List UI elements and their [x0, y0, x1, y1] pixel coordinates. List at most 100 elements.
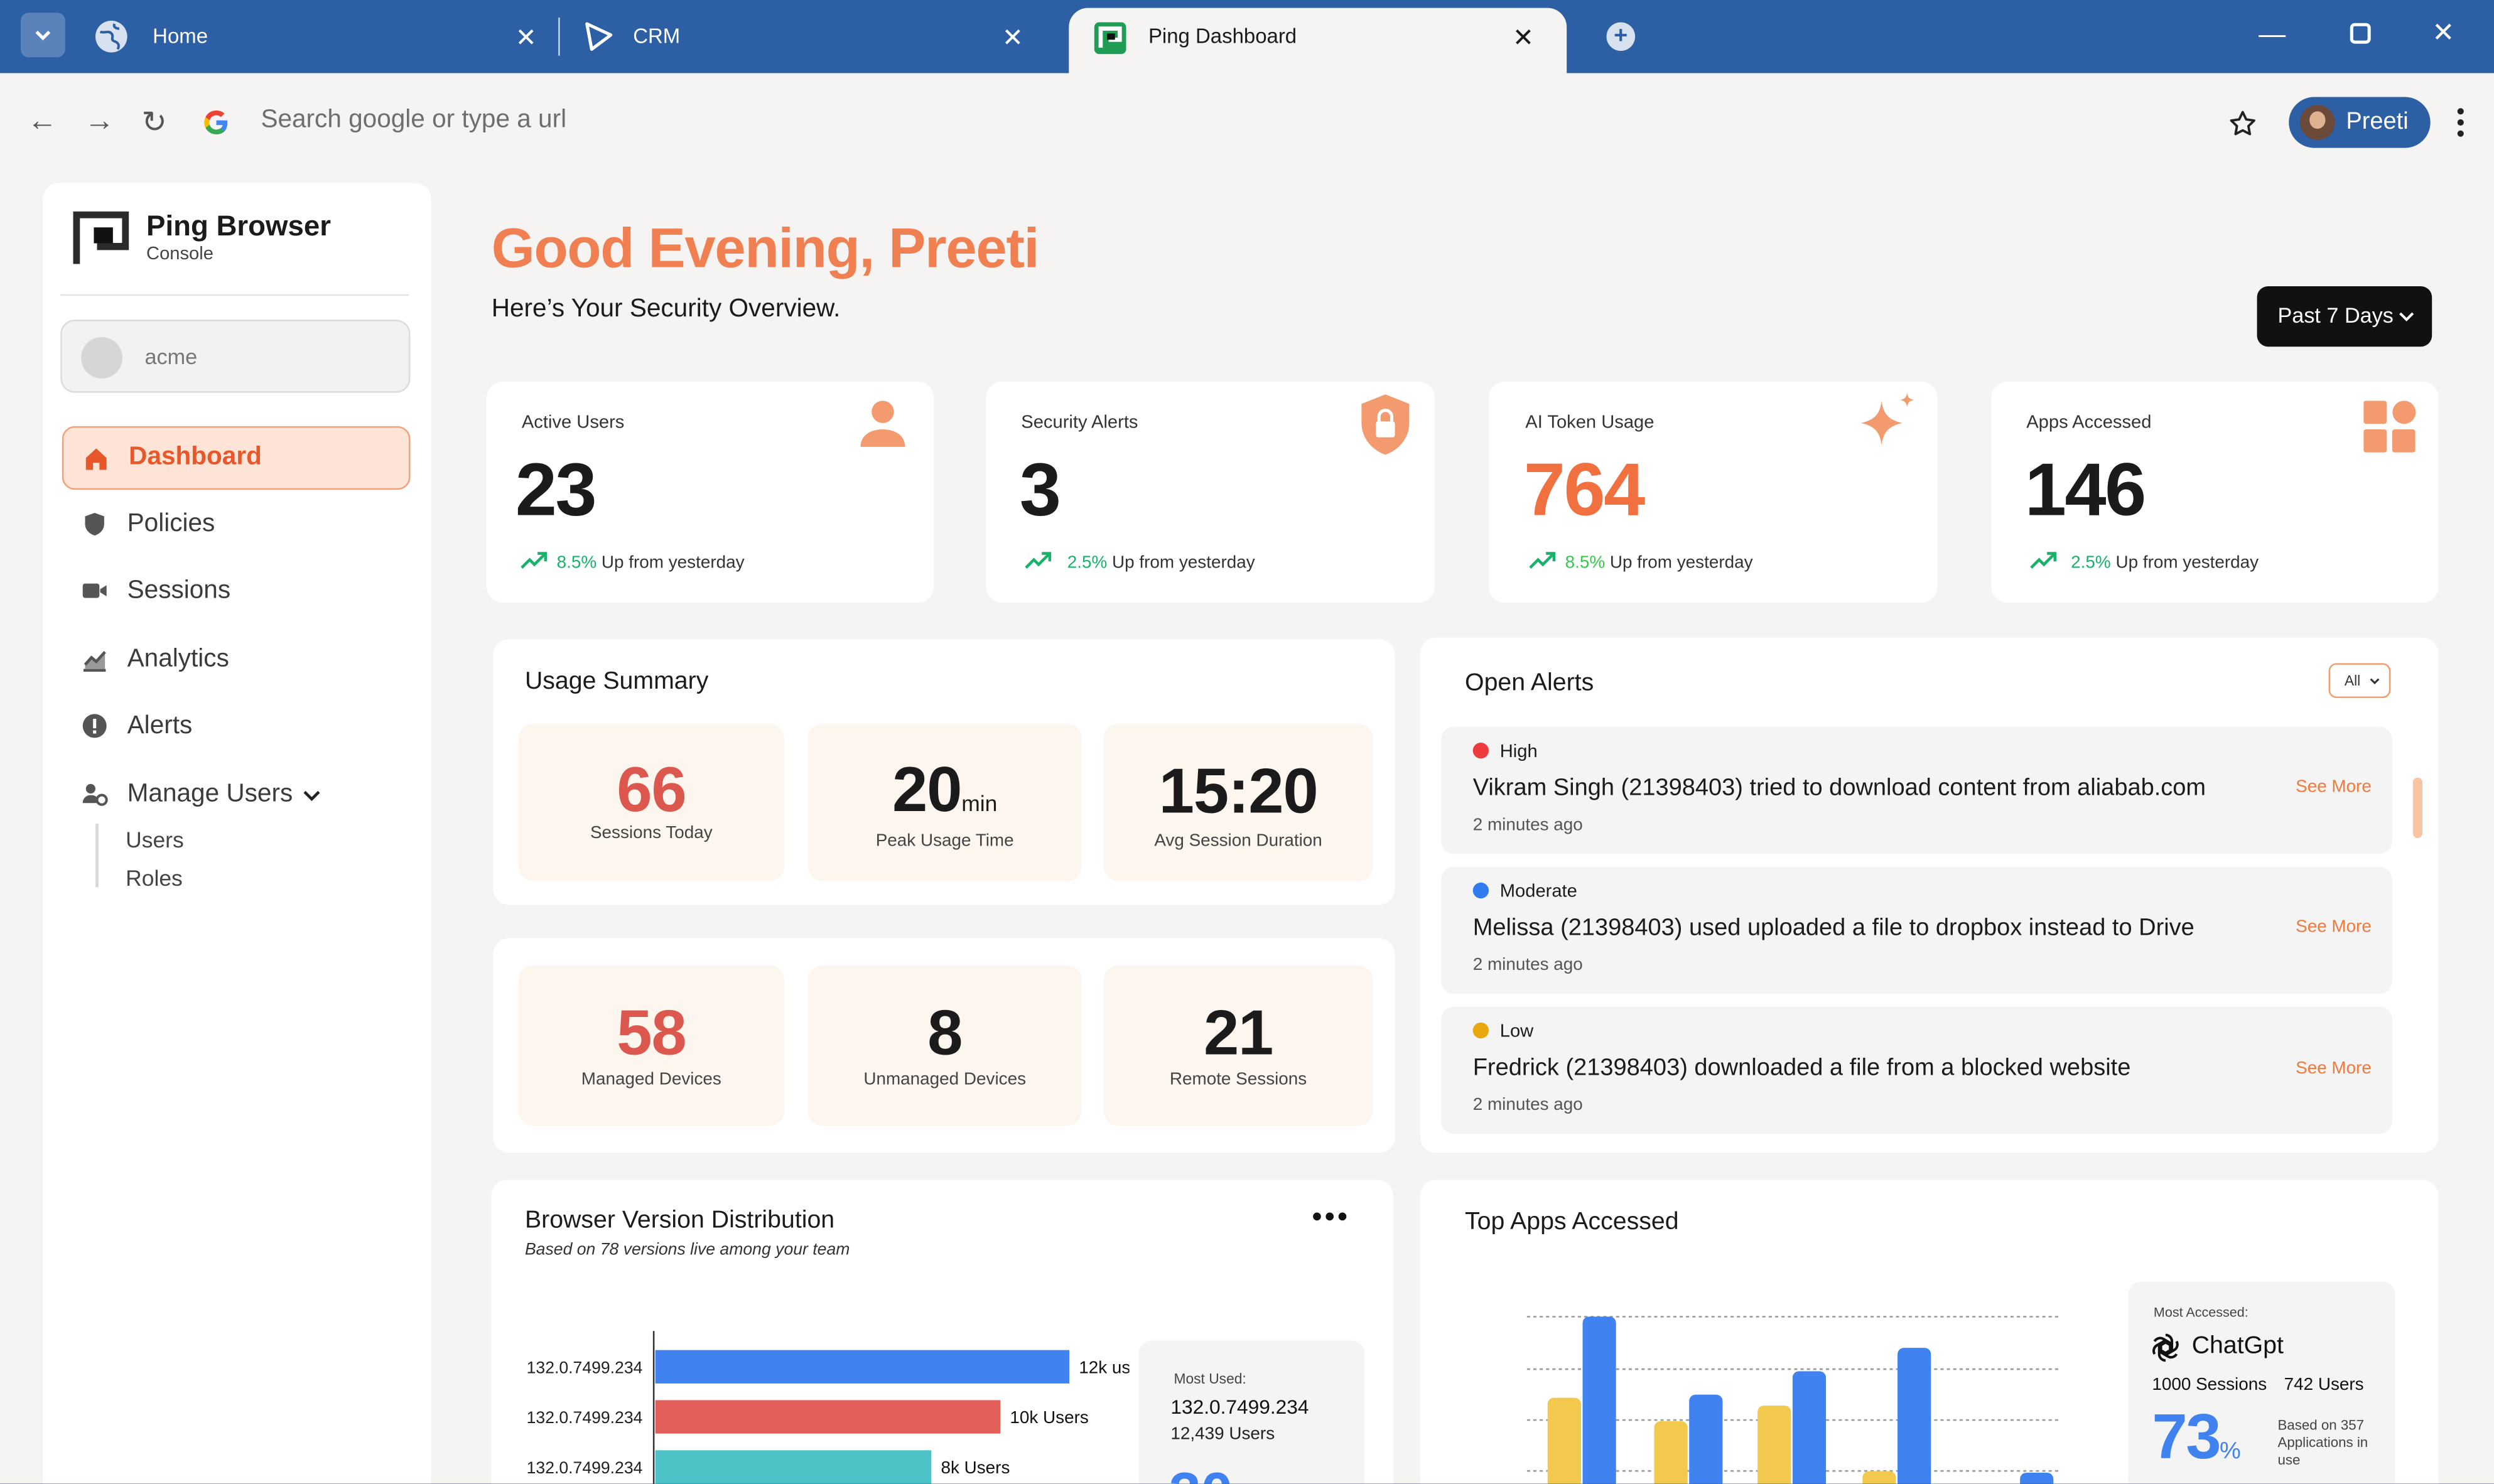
sidebar-item-analytics[interactable]: Analytics: [62, 628, 411, 692]
tab-title: Ping Dashboard: [1148, 23, 1297, 48]
tab-crm[interactable]: CRM ✕: [573, 8, 1050, 73]
new-tab-button[interactable]: +: [1606, 22, 1636, 51]
chart-icon: [83, 651, 106, 672]
sidebar-item-sessions[interactable]: Sessions: [62, 560, 411, 623]
tile-avg-session: 15:20 Avg Session Duration: [1104, 723, 1373, 881]
brand-name: Ping Browser: [146, 210, 331, 242]
alerts-scrollbar[interactable]: [2412, 777, 2423, 838]
tile-unmanaged-devices: 8 Unmanaged Devices: [807, 965, 1082, 1126]
divider: [60, 294, 409, 296]
tab-home[interactable]: Home ✕: [80, 8, 557, 73]
severity-text: Low: [1499, 1022, 1534, 1042]
kpi-trend-text: Up from yesterday: [2115, 553, 2259, 573]
sidebar-item-label: Alerts: [127, 712, 193, 739]
alert-time: 2 minutes ago: [1472, 815, 1583, 835]
most-used-label: Most Used:: [1174, 1370, 1246, 1387]
close-tab-icon[interactable]: ✕: [515, 25, 537, 53]
sidebar-item-alerts[interactable]: Alerts: [62, 695, 411, 758]
app-note: Based on 357 Applications in use: [2277, 1417, 2368, 1468]
org-switcher[interactable]: acme: [60, 320, 411, 393]
panel-title: Browser Version Distribution: [524, 1207, 835, 1234]
sidebar-subitem-roles[interactable]: Roles: [126, 865, 183, 891]
kpi-trend-pct: 8.5%: [556, 553, 597, 573]
bar: [1897, 1348, 1931, 1484]
severity-label: High: [1472, 742, 1538, 762]
bar: [1547, 1397, 1581, 1484]
severity-dot: [1472, 742, 1489, 759]
more-horizontal-icon[interactable]: [1312, 1212, 1347, 1221]
see-more-link[interactable]: See More: [2296, 777, 2372, 797]
bar: [1792, 1371, 1827, 1484]
sidebar-item-manage-users[interactable]: Manage Users: [62, 763, 411, 827]
alerts-filter-dropdown[interactable]: All: [2328, 663, 2391, 699]
alert-time: 2 minutes ago: [1472, 955, 1583, 975]
org-avatar: [81, 337, 123, 379]
tile-value: 8: [927, 998, 963, 1069]
data-label: 12k users: [1079, 1357, 1129, 1377]
alert-time: 2 minutes ago: [1472, 1095, 1583, 1115]
alert-message: Melissa (21398403) used uploaded a file …: [1472, 914, 2194, 942]
tile-value: 15:20: [1158, 756, 1319, 827]
pct-value: 73: [2152, 1402, 2221, 1473]
close-window-icon[interactable]: ✕: [2432, 17, 2455, 48]
chevron-down-icon: [2370, 678, 2380, 685]
tile-value: 58: [617, 998, 686, 1069]
sidebar-subitem-users[interactable]: Users: [126, 827, 184, 852]
close-tab-icon[interactable]: ✕: [1001, 25, 1023, 53]
see-more-link[interactable]: See More: [2296, 917, 2372, 937]
app-percentage: 73%: [2152, 1402, 2240, 1474]
severity-text: Moderate: [1499, 882, 1577, 902]
chatgpt-icon: [2152, 1333, 2179, 1362]
tile-value: 66: [617, 755, 686, 825]
tile-label: Avg Session Duration: [1154, 831, 1322, 851]
period-dropdown[interactable]: Past 7 Days: [2257, 286, 2432, 347]
panel-title: Usage Summary: [524, 667, 709, 695]
most-accessed-label: Most Accessed:: [2153, 1304, 2248, 1320]
reload-icon[interactable]: ↻: [141, 106, 167, 140]
url-input[interactable]: Search google or type a url: [261, 106, 567, 134]
more-vertical-icon[interactable]: [2454, 107, 2467, 139]
app-sessions: 1000 Sessions: [2152, 1375, 2267, 1395]
tick-label: 132.0.7499.234: [527, 1358, 643, 1377]
kpi-label: AI Token Usage: [1525, 413, 1655, 433]
kpi-trend: 8.5% Up from yesterday: [1565, 554, 1753, 573]
close-tab-icon[interactable]: ✕: [1513, 25, 1534, 53]
alert-item-moderate[interactable]: Moderate Melissa (21398403) used uploade…: [1441, 866, 2392, 994]
severity-text: High: [1499, 742, 1538, 762]
submenu-line: [95, 824, 99, 888]
brand-subtitle: Console: [146, 245, 213, 264]
kpi-trend-text: Up from yesterday: [1609, 553, 1753, 573]
chevron-down-icon[interactable]: [302, 787, 321, 803]
tile-sessions-today: 66 Sessions Today: [518, 723, 784, 881]
kpi-trend-pct: 2.5%: [1067, 553, 1108, 573]
tile-remote-sessions: 21 Remote Sessions: [1104, 965, 1373, 1126]
app-name: ChatGpt: [2191, 1332, 2284, 1360]
trend-up-icon: [2030, 552, 2057, 569]
kpi-trend: 8.5% Up from yesterday: [557, 554, 745, 573]
sidebar-item-dashboard[interactable]: Dashboard: [62, 426, 411, 490]
app-users: 742 Users: [2284, 1375, 2364, 1395]
peak-value: 20: [892, 755, 962, 825]
kpi-card-ai-token-usage: AI Token Usage 764 8.5% Up from yesterda…: [1489, 381, 1938, 603]
panel-subtitle: Based on 78 versions live among your tea…: [524, 1240, 850, 1260]
tab-list-button[interactable]: [20, 13, 65, 58]
forward-arrow-icon[interactable]: →: [84, 105, 115, 139]
minimize-icon[interactable]: —: [2259, 19, 2286, 50]
back-arrow-icon[interactable]: ←: [27, 105, 58, 139]
filter-label: All: [2344, 672, 2361, 689]
alert-item-high[interactable]: High Vikram Singh (21398403) tried to do…: [1441, 726, 2392, 854]
kpi-label: Apps Accessed: [2026, 413, 2152, 433]
tick-label: 132.0.7499.234: [527, 1408, 643, 1427]
tab-ping-dashboard[interactable]: Ping Dashboard ✕: [1069, 8, 1567, 73]
sidebar-item-label: Sessions: [127, 577, 231, 605]
alert-item-low[interactable]: Low Fredrick (21398403) downloaded a fil…: [1441, 1006, 2392, 1134]
most-used-version: 132.0.7499.234: [1170, 1396, 1309, 1419]
maximize-icon[interactable]: [2349, 21, 2371, 53]
profile-button[interactable]: Preeti: [2289, 97, 2431, 148]
sidebar-item-label: Dashboard: [129, 443, 262, 471]
see-more-link[interactable]: See More: [2296, 1059, 2372, 1078]
peak-unit: min: [961, 790, 998, 816]
star-bookmark-icon[interactable]: [2228, 110, 2257, 139]
sidebar-item-policies[interactable]: Policies: [62, 493, 411, 556]
kpi-card-apps-accessed: Apps Accessed 146 2.5% Up from yesterday: [1991, 381, 2439, 603]
